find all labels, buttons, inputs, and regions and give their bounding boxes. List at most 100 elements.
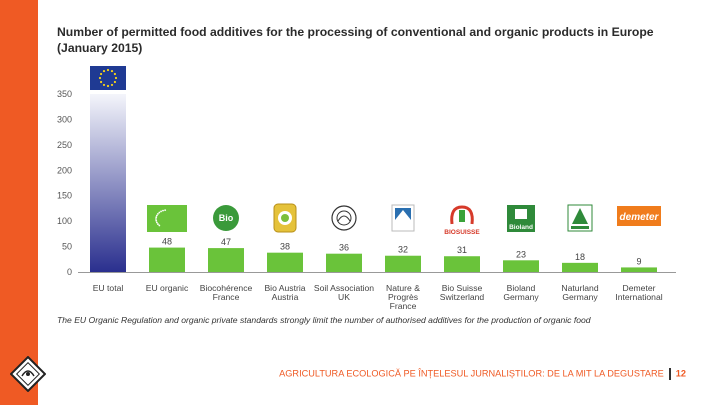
eu-star: [99, 72, 103, 76]
left-accent-bar: [0, 0, 38, 405]
eu-star: [113, 72, 117, 76]
x-category-label: Bio Suisse: [442, 283, 483, 293]
x-category-label: Switzerland: [440, 292, 485, 302]
leaf-star: [155, 214, 158, 217]
leaf-star: [157, 223, 159, 225]
value-label: 48: [162, 237, 172, 247]
value-label: 9: [636, 256, 641, 266]
eu-star: [106, 68, 110, 72]
bar-1: [90, 94, 126, 272]
x-category-label: Bioland: [507, 283, 536, 293]
y-axis: 0 50 100 150 200 250 300 350: [57, 89, 676, 277]
naturland-base: [571, 226, 589, 229]
leaf-star: [155, 221, 158, 224]
bio-suisse-stem: [459, 210, 465, 222]
chart-title: Number of permitted food additives for t…: [57, 25, 654, 55]
x-category-label: UK: [338, 292, 350, 302]
leaf-star: [164, 209, 167, 212]
demeter-text: demeter: [620, 212, 660, 223]
x-category-label: Nature &: [386, 283, 420, 293]
biocoherence-text: Bio: [219, 213, 234, 223]
bar-9: [562, 262, 598, 272]
eu-star: [113, 80, 117, 84]
x-category-label: International: [615, 292, 662, 302]
demeter-logo-icon: demeter: [617, 206, 661, 226]
bars-group: 48 47 38 36 32 31 23 18 9: [90, 94, 657, 272]
soil-association-logo-icon: [331, 205, 357, 231]
footer-separator: [668, 368, 671, 380]
bar-8: [503, 260, 539, 272]
leaf-star: [160, 210, 162, 213]
y-tick-label: 250: [57, 140, 72, 150]
x-category-label: Austria: [272, 292, 299, 302]
x-category-label: EU organic: [146, 283, 189, 293]
eu-organic-leaf-logo-icon: [147, 205, 187, 232]
value-label: 38: [280, 242, 290, 252]
bioland-mark: [515, 209, 527, 219]
eu-star: [114, 76, 118, 80]
bio-suisse-logo-icon: BIOSUISSE: [444, 205, 480, 236]
leaf-star: [155, 219, 158, 222]
eu-star: [110, 69, 114, 73]
bar-6: [385, 255, 421, 272]
chart-caption: The EU Organic Regulation and organic pr…: [57, 315, 591, 325]
footer-text: AGRICULTURA ECOLOGICĂ PE ÎNȚELESUL JURNA…: [279, 368, 664, 379]
leaf-star: [157, 213, 159, 215]
x-category-label: Biocohérence: [200, 283, 253, 293]
value-label: 32: [398, 245, 408, 255]
y-tick-label: 200: [57, 165, 72, 175]
value-label: 18: [575, 252, 585, 262]
bio-austria-logo-icon: [273, 203, 297, 233]
bio-suisse-bud: [450, 205, 474, 225]
bar-3: [208, 248, 244, 272]
eu-star: [106, 84, 110, 88]
biocoherence-logo-icon: Bio: [213, 205, 239, 231]
x-category-label: France: [213, 292, 240, 302]
x-category-label: Progrès: [388, 292, 418, 302]
x-category-label: Bio Austria: [264, 283, 305, 293]
eu-star: [102, 69, 106, 73]
soil-arc: [337, 215, 351, 222]
naturland-logo-icon: [567, 204, 593, 232]
demeter-background: [617, 206, 661, 226]
x-category-label: EU total: [93, 283, 124, 293]
y-tick-label: 350: [57, 89, 72, 99]
logos-group: Bio BIOSUISSE Bioland demeter: [90, 66, 661, 236]
eu-star: [98, 76, 102, 80]
eu-star: [99, 80, 103, 84]
nature-progres-mountain: [395, 210, 411, 220]
value-label: 47: [221, 237, 231, 247]
bar-4: [267, 252, 303, 272]
x-category-label: Germany: [503, 292, 539, 302]
x-category-label: Germany: [562, 292, 598, 302]
bio-suisse-text: BIOSUISSE: [444, 229, 480, 236]
bioland-text: Bioland: [509, 224, 533, 231]
soil-inner-ring: [336, 210, 352, 226]
soil-outer-ring: [331, 205, 357, 231]
leaf-star: [162, 209, 164, 212]
leaf-star: [158, 224, 161, 227]
y-tick-label: 0: [67, 267, 72, 277]
x-category-label: Demeter: [623, 283, 656, 293]
y-tick-label: 100: [57, 216, 72, 226]
leaf-logo-background: [147, 205, 187, 232]
publisher-logo-icon: [10, 356, 46, 392]
bar-10: [621, 267, 657, 272]
leaf-star: [155, 218, 157, 220]
eu-flag-logo-icon: [90, 66, 126, 90]
bioland-logo-icon: Bioland: [507, 205, 535, 232]
value-label: 31: [457, 245, 467, 255]
x-category-label: Soil Association: [314, 283, 374, 293]
naturland-tree: [572, 208, 588, 224]
eu-star: [110, 83, 114, 87]
biocoherence-circle: [213, 205, 239, 231]
bar-7: [444, 256, 480, 272]
footer: AGRICULTURA ECOLOGICĂ PE ÎNȚELESUL JURNA…: [279, 368, 686, 380]
bar-5: [326, 253, 362, 272]
bar-2: [149, 247, 185, 272]
page-number: 12: [675, 368, 686, 379]
y-tick-label: 300: [57, 114, 72, 124]
bio-austria-dot: [281, 214, 289, 222]
